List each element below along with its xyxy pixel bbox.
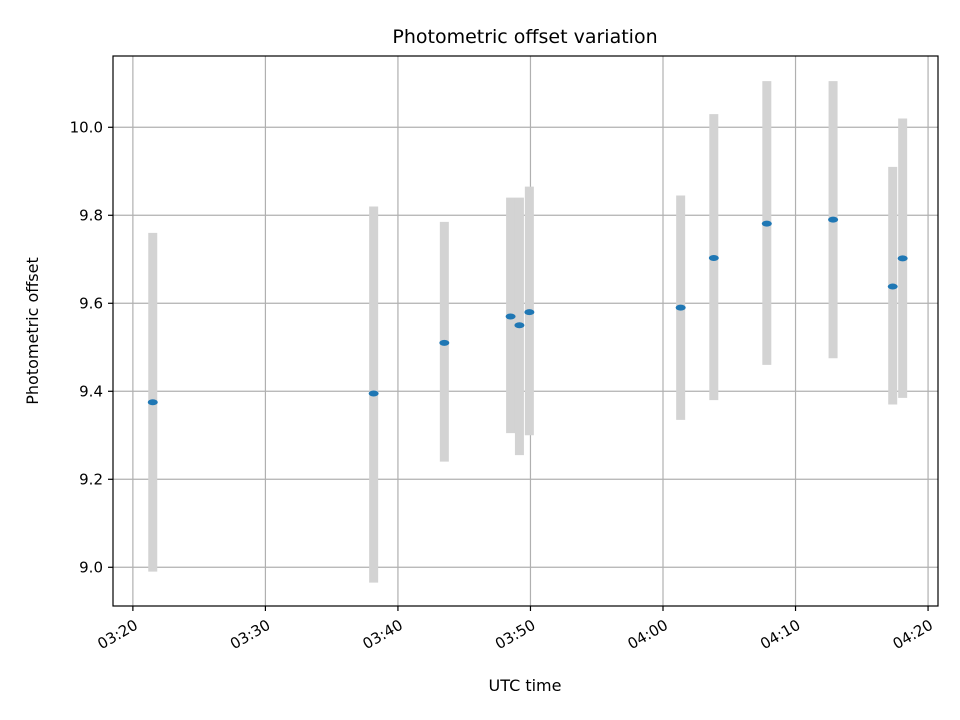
x-tick-label: 03:20 [94,616,140,653]
y-axis-label: Photometric offset [23,257,42,405]
data-point [887,283,898,290]
y-tick-label: 9.8 [79,206,103,224]
y-tick-label: 10.0 [70,118,103,136]
x-tick-label: 04:00 [625,616,671,653]
data-point [524,309,535,316]
data-point [897,255,908,262]
data-points [147,216,908,406]
data-point [147,399,158,406]
data-point [675,304,686,311]
x-tick-label: 03:40 [359,616,405,653]
data-point [514,322,525,329]
x-tick-label: 03:50 [492,616,538,653]
x-axis-label: UTC time [489,676,562,695]
x-tick-label: 03:30 [227,616,273,653]
data-point [708,254,719,261]
x-axis-ticks: 03:20 03:30 03:40 03:50 04:00 04:10 04:20 [94,606,936,653]
data-point [368,390,379,397]
chart-title: Photometric offset variation [392,26,657,48]
y-tick-label: 9.0 [79,558,103,576]
grid [113,56,938,606]
y-tick-label: 9.6 [79,294,103,312]
data-point [761,220,772,227]
data-point [828,216,839,223]
y-tick-label: 9.2 [79,470,103,488]
x-tick-label: 04:20 [890,616,936,653]
data-point [439,339,450,346]
data-point [505,313,516,320]
y-axis-ticks: 9.0 9.2 9.4 9.6 9.8 10.0 [70,118,113,576]
x-tick-label: 04:10 [757,616,803,653]
plot-frame [112,55,939,607]
y-tick-label: 9.4 [79,382,103,400]
